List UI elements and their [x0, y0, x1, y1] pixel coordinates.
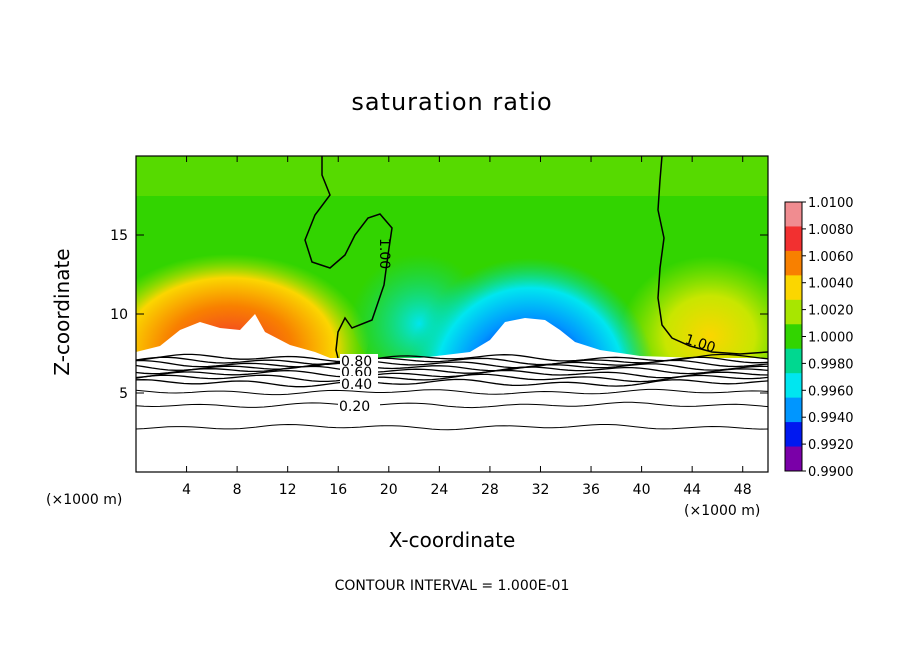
x-tick-label-11: 48: [734, 482, 752, 498]
y-tick-label-0: 5: [119, 386, 128, 402]
x-tick-label-7: 32: [532, 482, 550, 498]
x-axis-label: X-coordinate: [388, 528, 516, 552]
colorbar-label-4: 1.0020: [808, 304, 854, 319]
x-tick-label-2: 12: [279, 482, 297, 498]
x-tick-label-10: 44: [683, 482, 701, 498]
x-axis-ticks: 4 8 12 16 20 24 28 32 36 40 44 48: [182, 156, 752, 498]
field-top-band: [136, 156, 768, 196]
colorbar-label-9: 0.9920: [808, 438, 854, 453]
contour-line-9: [136, 401, 768, 409]
colorbar-label-6: 0.9980: [808, 357, 854, 372]
contour-1-00-right: [657, 156, 768, 355]
colorbar-label-1: 1.0080: [808, 223, 854, 238]
colorbar-swatch-10: [785, 446, 802, 472]
contour-interval-note: CONTOUR INTERVAL = 1.000E-01: [334, 578, 570, 594]
y-axis-label: Z-coordinate: [50, 248, 74, 376]
contour-1-00: [304, 156, 768, 359]
colorbar-label-3: 1.0040: [808, 277, 854, 292]
contour-line-10: [136, 423, 768, 431]
x-tick-label-4: 20: [380, 482, 398, 498]
contour-line-3: [136, 362, 768, 372]
contour-line-2: [136, 359, 768, 369]
colorbar-swatch-4: [785, 299, 802, 325]
colorbar-label-8: 0.9940: [808, 411, 854, 426]
colorbar-swatch-9: [785, 422, 802, 448]
y-tick-label-2: 15: [110, 228, 128, 244]
colorbar: 1.0100 1.0080 1.0060 1.0040 1.0020 1.0000 0.99…: [784, 196, 854, 480]
colorbar-label-10: 0.9900: [808, 465, 854, 480]
contour-label-020: 0.20: [339, 399, 370, 415]
saturation-field: [136, 156, 768, 472]
colorbar-swatch-7: [785, 373, 802, 399]
x-tick-label-3: 16: [329, 482, 347, 498]
colorbar-swatch-6: [785, 348, 802, 374]
x-tick-label-6: 28: [481, 482, 499, 498]
contour-label-040: 0.40: [341, 377, 372, 393]
colorbar-swatch-1: [785, 226, 802, 252]
contour-lines: [136, 353, 768, 431]
contour-labels: 0.80 0.60 0.40 0.20 1.00 1.00: [338, 238, 717, 415]
contour-1-00-left: [304, 156, 393, 359]
colorbar-label-5: 1.0000: [808, 331, 854, 346]
colorbar-swatch-0: [785, 202, 802, 227]
y-tick-label-1: 10: [110, 307, 128, 323]
colorbar-swatch-8: [785, 397, 802, 423]
x-tick-label-0: 4: [182, 482, 191, 498]
terrain-mask: [136, 314, 768, 472]
contour-line-4: [136, 365, 768, 375]
x-tick-label-5: 24: [430, 482, 448, 498]
x-tick-label-1: 8: [233, 482, 242, 498]
contour-line-8: [136, 388, 768, 396]
colorbar-swatch-2: [785, 250, 802, 276]
colorbar-label-0: 1.0100: [808, 196, 854, 211]
contour-line-6: [136, 373, 768, 383]
y-axis-ticks: 5 10 15: [110, 228, 768, 402]
contour-line-7: [136, 378, 768, 388]
colorbar-label-2: 1.0060: [808, 250, 854, 265]
x-unit-label-left: (×1000 m): [46, 492, 123, 508]
x-tick-label-8: 36: [582, 482, 600, 498]
contour-line-5: [136, 369, 768, 379]
x-unit-label-right: (×1000 m): [684, 503, 761, 519]
x-tick-label-9: 40: [633, 482, 651, 498]
chart-title: saturation ratio: [351, 88, 553, 116]
colorbar-swatch-5: [785, 324, 802, 350]
colorbar-label-7: 0.9960: [808, 384, 854, 399]
colorbar-swatch-3: [785, 275, 802, 301]
contour-label-100-left: 1.00: [376, 238, 392, 269]
